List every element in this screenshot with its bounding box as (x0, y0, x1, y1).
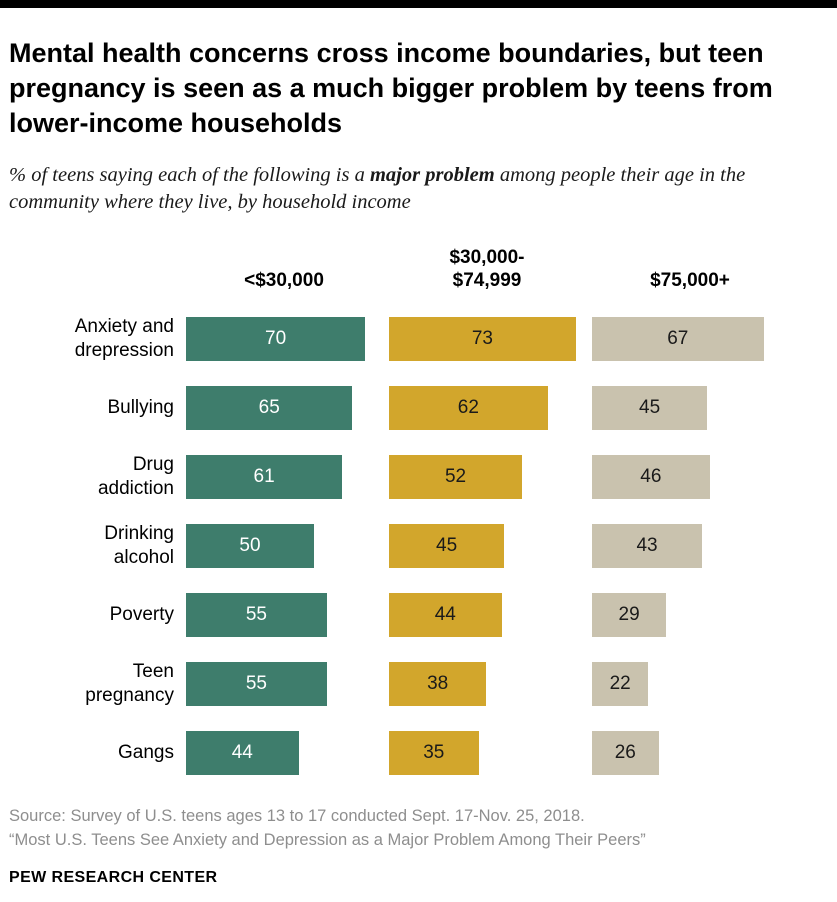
row-label: Drinking alcohol (104, 522, 174, 569)
bar-value-label: 22 (609, 673, 631, 695)
bar-cell: 52 (389, 455, 585, 500)
bar-value-label: 50 (239, 535, 261, 557)
chart-row: Teen pregnancy 55 38 22 (9, 650, 825, 719)
row-label: Teen pregnancy (85, 660, 174, 707)
row-label: Anxiety and drepression (74, 315, 174, 362)
subtitle-suffix: among people their age in the community … (9, 163, 746, 214)
bar-value-label: 38 (427, 673, 449, 695)
bar: 73 (389, 317, 576, 362)
bar-cell: 43 (592, 524, 788, 569)
bar-value-label: 44 (231, 742, 253, 764)
bar-value-label: 43 (636, 535, 658, 557)
bar-value-label: 67 (667, 328, 689, 350)
bar: 26 (592, 731, 659, 776)
column-header-under-30k: <$30,000 (244, 269, 324, 291)
bar-cell: 44 (389, 593, 585, 638)
bar: 52 (389, 455, 523, 500)
bar-value-label: 45 (436, 535, 458, 557)
bar-cell: 73 (389, 317, 585, 362)
chart-row: Gangs 44 35 26 (9, 719, 825, 788)
bar-cell: 29 (592, 593, 788, 638)
chart-row: Drug addiction 61 52 46 (9, 443, 825, 512)
bar-value-label: 55 (245, 673, 267, 695)
bar-value-label: 44 (434, 604, 456, 626)
bar-cell: 61 (186, 455, 382, 500)
bar-value-label: 55 (245, 604, 267, 626)
subtitle-bold-phrase: major problem (369, 163, 495, 186)
bar: 29 (592, 593, 667, 638)
bar-value-label: 46 (640, 466, 662, 488)
row-label: Gangs (118, 741, 174, 763)
bar-cell: 65 (186, 386, 382, 431)
bar: 55 (186, 662, 327, 707)
bar-cell: 55 (186, 662, 382, 707)
bar-value-label: 65 (258, 397, 280, 419)
row-label: Bullying (107, 396, 174, 418)
bar: 44 (389, 593, 502, 638)
source-line-2: “Most U.S. Teens See Anxiety and Depress… (9, 831, 646, 850)
bar-value-label: 73 (471, 328, 493, 350)
bar-value-label: 70 (265, 328, 287, 350)
column-header-30k-75k: $30,000- $74,999 (449, 247, 525, 291)
bar-cell: 67 (592, 317, 788, 362)
bar-cell: 70 (186, 317, 382, 362)
row-label: Poverty (109, 603, 174, 625)
bar-value-label: 35 (423, 742, 445, 764)
chart-row: Anxiety and drepression 70 73 67 (9, 305, 825, 374)
bar-chart: Anxiety and drepression 70 73 67 Bullying 65 6… (9, 305, 825, 788)
bar-cell: 45 (389, 524, 585, 569)
bar-cell: 38 (389, 662, 585, 707)
bar: 65 (186, 386, 353, 431)
bar: 44 (186, 731, 299, 776)
bar-value-label: 61 (253, 466, 275, 488)
source-note: Source: Survey of U.S. teens ages 13 to … (9, 804, 825, 854)
subtitle-prefix: % of teens saying each of the following … (9, 163, 370, 186)
chart-subtitle: % of teens saying each of the following … (9, 162, 814, 217)
chart-title: Mental health concerns cross income boun… (9, 38, 773, 139)
bar-value-label: 26 (614, 742, 636, 764)
bar-cell: 50 (186, 524, 382, 569)
source-line-1: Source: Survey of U.S. teens ages 13 to … (9, 806, 585, 825)
chart-row: Poverty 55 44 29 (9, 581, 825, 650)
bar-cell: 46 (592, 455, 788, 500)
bar-cell: 26 (592, 731, 788, 776)
chart-row: Drinking alcohol 50 45 43 (9, 512, 825, 581)
bar: 70 (186, 317, 366, 362)
row-label: Drug addiction (97, 453, 174, 500)
bar: 35 (389, 731, 479, 776)
bar-cell: 44 (186, 731, 382, 776)
bar-value-label: 52 (444, 466, 467, 488)
bar: 43 (592, 524, 703, 569)
bar: 22 (592, 662, 649, 707)
column-headers: <$30,000 $30,000- $74,999 $75,000+ (9, 247, 825, 293)
bar: 55 (186, 593, 327, 638)
bar-value-label: 62 (457, 397, 479, 419)
bar-cell: 45 (592, 386, 788, 431)
top-rule (0, 0, 837, 8)
bar-cell: 62 (389, 386, 585, 431)
bar: 45 (389, 524, 505, 569)
bar-cell: 22 (592, 662, 788, 707)
chart-row: Bullying 65 62 45 (9, 374, 825, 443)
bar-value-label: 45 (639, 397, 661, 419)
bar: 67 (592, 317, 764, 362)
bar-cell: 35 (389, 731, 585, 776)
pew-research-center-wordmark: PEW RESEARCH CENTER (9, 869, 218, 887)
bar: 38 (389, 662, 487, 707)
bar: 46 (592, 455, 710, 500)
bar-cell: 55 (186, 593, 382, 638)
bar: 62 (389, 386, 548, 431)
column-header-75k-plus: $75,000+ (650, 269, 730, 291)
bar-value-label: 29 (618, 604, 640, 626)
bar: 61 (186, 455, 343, 500)
bar: 50 (186, 524, 314, 569)
page: Mental health concerns cross income boun… (0, 8, 837, 887)
bar: 45 (592, 386, 708, 431)
